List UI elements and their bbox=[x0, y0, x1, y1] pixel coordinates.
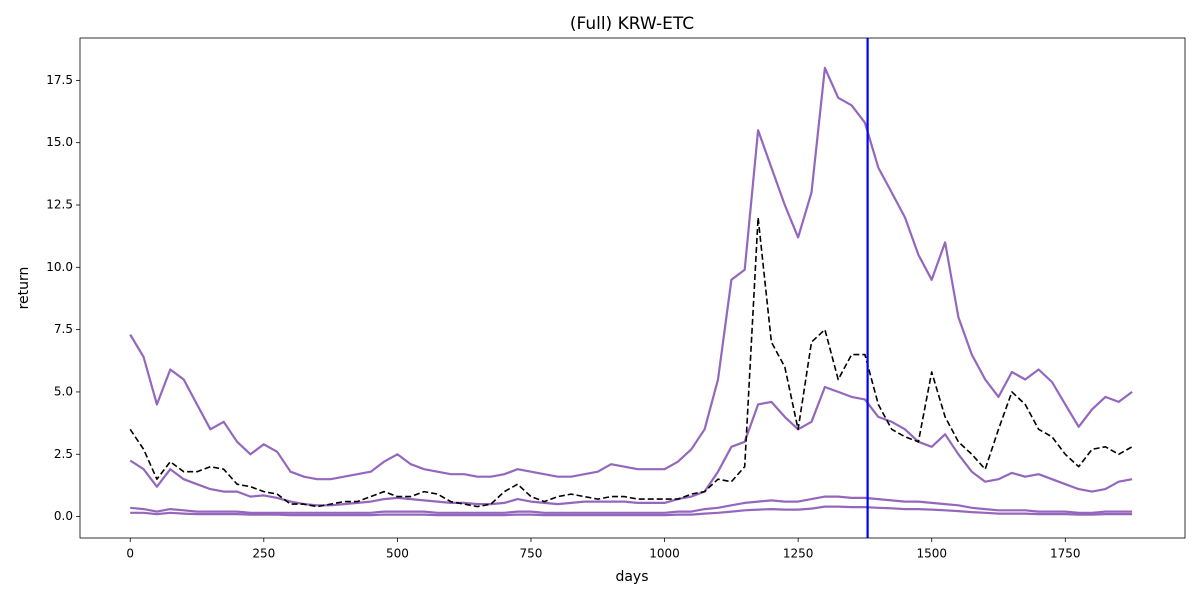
chart-title: (Full) KRW-ETC bbox=[570, 14, 694, 34]
x-tick-label: 1000 bbox=[649, 547, 680, 561]
y-tick-label: 12.5 bbox=[46, 197, 73, 211]
y-tick-label: 5.0 bbox=[54, 384, 73, 398]
y-tick-label: 0.0 bbox=[54, 509, 73, 523]
x-tick-label: 750 bbox=[520, 547, 543, 561]
x-axis-label: days bbox=[615, 569, 648, 585]
series-line bbox=[129, 385, 1133, 507]
x-tick-label: 500 bbox=[386, 547, 409, 561]
y-tick-label: 17.5 bbox=[46, 73, 73, 87]
x-tick-label: 250 bbox=[252, 547, 275, 561]
series-line bbox=[130, 495, 1133, 514]
y-axis-label: return bbox=[16, 267, 32, 310]
y-tick-label: 7.5 bbox=[54, 322, 73, 336]
x-tick-label: 0 bbox=[126, 547, 134, 561]
x-tick-label: 1500 bbox=[916, 547, 947, 561]
plot-frame bbox=[79, 37, 1186, 539]
y-tick-label: 15.0 bbox=[46, 135, 73, 149]
series-line bbox=[130, 505, 1133, 517]
x-tick-label: 1750 bbox=[1050, 547, 1081, 561]
series-line bbox=[129, 216, 1133, 508]
y-tick-label: 2.5 bbox=[54, 447, 73, 461]
x-tick-label: 1250 bbox=[783, 547, 814, 561]
series-line bbox=[129, 66, 1133, 481]
y-tick-label: 10.0 bbox=[46, 260, 73, 274]
